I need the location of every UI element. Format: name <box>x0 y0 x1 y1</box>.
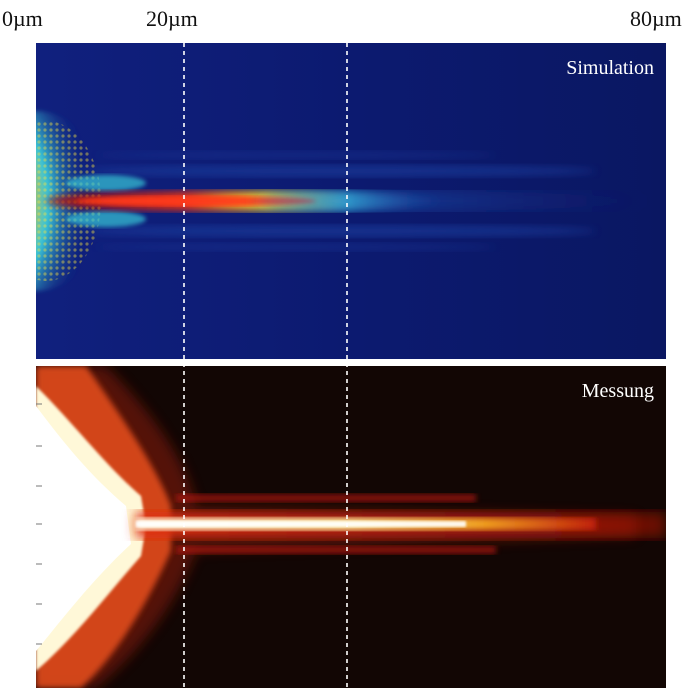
simulation-panel: Simulation <box>36 43 666 359</box>
scale-label-end: 80µm <box>630 6 682 31</box>
measurement-title: Messung <box>581 380 654 402</box>
scale-label-20um: 20µm <box>146 6 198 31</box>
simulation-title: Simulation <box>566 57 654 79</box>
simulation-image <box>36 43 666 359</box>
scale-label-start: 0µm <box>2 6 43 31</box>
measurement-panel: Messung <box>36 366 666 688</box>
measurement-image <box>36 366 666 688</box>
